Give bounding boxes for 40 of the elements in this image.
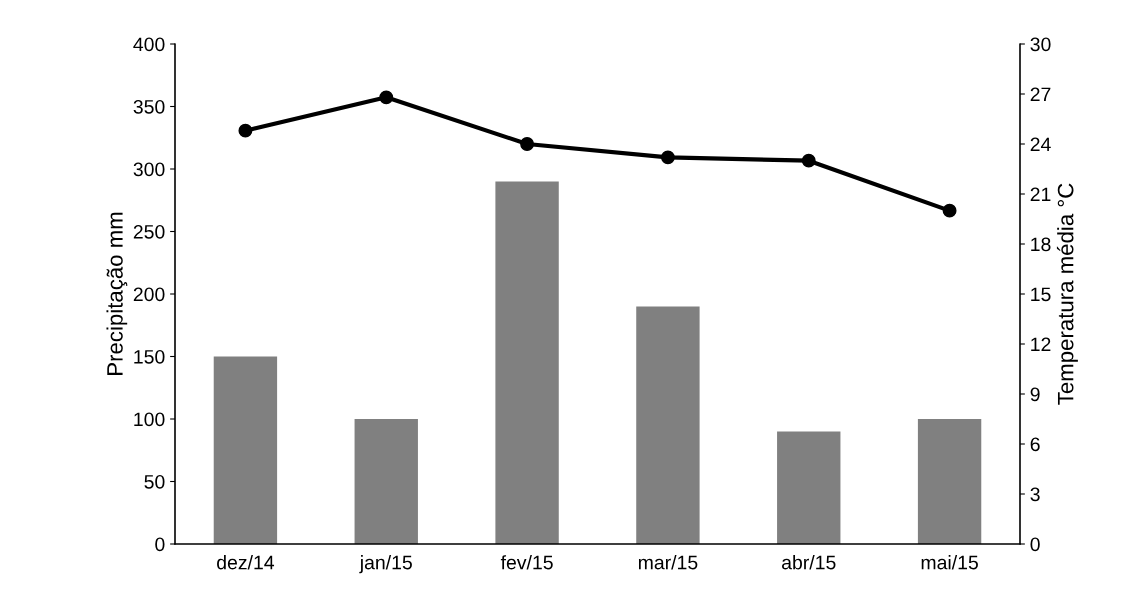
y-tick-label: 0 xyxy=(155,537,165,552)
x-tick-label: dez/14 xyxy=(217,555,275,570)
bar xyxy=(917,419,982,544)
y-tick-label: 50 xyxy=(144,474,165,489)
y-tick-label: 200 xyxy=(133,287,165,302)
y-tick-label: 300 xyxy=(133,162,165,177)
y2-tick-label: 15 xyxy=(1031,287,1051,302)
y-tick-label: 100 xyxy=(134,412,165,427)
x-tick-label: mai/15 xyxy=(921,555,978,570)
bar xyxy=(777,431,841,544)
point xyxy=(942,203,957,218)
y2-tick-label: 21 xyxy=(1030,187,1051,202)
y-tick-label: 250 xyxy=(133,224,165,239)
y2-tick-label: 18 xyxy=(1031,237,1051,252)
y-tick-label: 350 xyxy=(133,99,165,114)
bar xyxy=(495,181,559,544)
y2-tick-label: 30 xyxy=(1030,37,1051,52)
y2-axis-title: Temperatura média °C xyxy=(1056,183,1078,405)
point xyxy=(379,90,394,105)
y2-tick-label: 0 xyxy=(1030,537,1040,552)
y2-tick-label: 12 xyxy=(1031,337,1051,352)
y2-tick-label: 6 xyxy=(1030,437,1040,452)
x-tick-label: abr/15 xyxy=(782,555,836,570)
y2-tick-label: 24 xyxy=(1030,137,1051,152)
point xyxy=(660,150,675,165)
y-tick-label: 400 xyxy=(133,37,165,52)
y-tick-label: 150 xyxy=(134,349,165,364)
x-tick-label: fev/15 xyxy=(500,555,553,570)
y2-tick-label: 9 xyxy=(1030,387,1040,402)
bar xyxy=(354,419,418,544)
bar xyxy=(636,306,700,544)
point xyxy=(520,137,535,151)
bar xyxy=(213,356,278,544)
x-tick-label: mar/15 xyxy=(638,555,698,570)
point xyxy=(238,123,253,138)
x-tick-label: jan/15 xyxy=(359,555,412,574)
y2-tick-label: 27 xyxy=(1030,87,1051,102)
point xyxy=(801,153,816,168)
y2-tick-label: 3 xyxy=(1030,487,1040,502)
y-axis-title: Precipitação mm xyxy=(106,212,128,375)
